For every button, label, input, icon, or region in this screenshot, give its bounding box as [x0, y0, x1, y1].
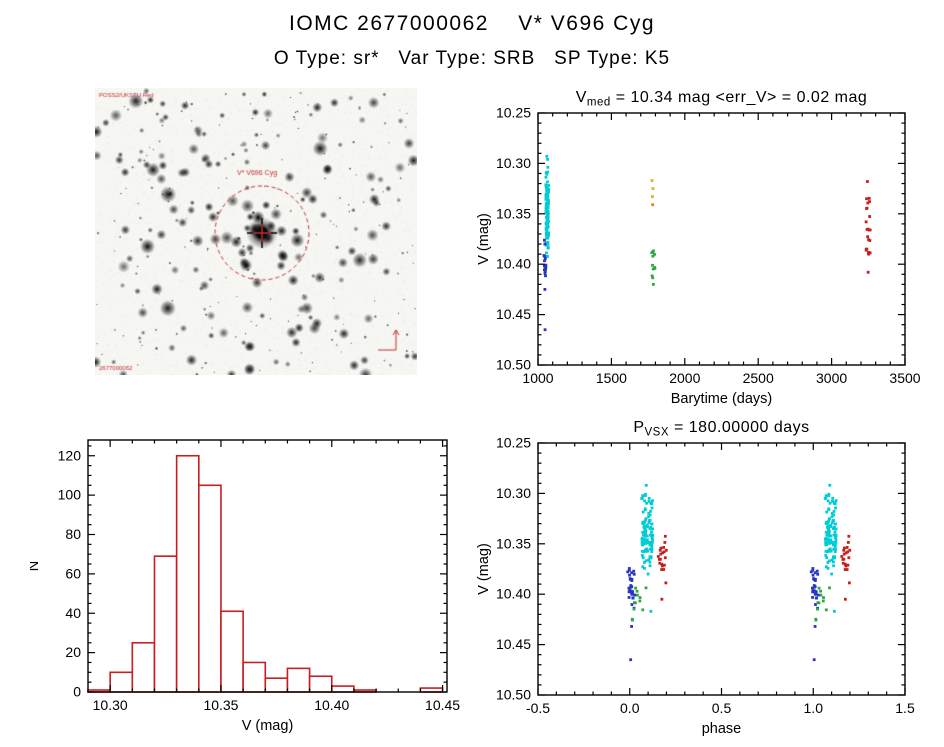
svg-text:10.40: 10.40: [314, 697, 349, 713]
svg-text:10.25: 10.25: [496, 105, 531, 121]
phase-plot: -0.5 0.0 0.5 1.0 1.5 10.25 10.30 10.35 10.40 10.4…: [476, 419, 915, 737]
svg-text:1500: 1500: [596, 370, 627, 386]
svg-text:10.35: 10.35: [203, 697, 238, 713]
svg-text:10.45: 10.45: [496, 306, 531, 322]
svg-text:-0.5: -0.5: [526, 700, 550, 716]
svg-text:10.30: 10.30: [93, 697, 128, 713]
svg-text:40: 40: [65, 605, 81, 621]
page-title: IOMC 2677000062 V* V696 Cyg: [288, 12, 656, 35]
svg-text:100: 100: [58, 487, 82, 503]
svg-text:0.0: 0.0: [620, 700, 640, 716]
svg-text:Vmed = 10.34 mag <err_V> = 0.0: Vmed = 10.34 mag <err_V> = 0.02 mag: [576, 89, 868, 109]
svg-text:0: 0: [73, 684, 81, 700]
svg-text:10.30: 10.30: [496, 155, 531, 171]
page-subtitle: O Type: sr* Var Type: SRB SP Type: K5: [273, 48, 671, 69]
svg-text:10.50: 10.50: [496, 687, 531, 703]
svg-text:V (mag): V (mag): [476, 213, 492, 265]
svg-text:20: 20: [65, 644, 81, 660]
svg-text:N: N: [30, 561, 42, 571]
lightcurve-plot: 1000 1500 2000 2500 3000 3500 10.25 10.30 10.35 1…: [476, 89, 921, 407]
svg-text:1.5: 1.5: [895, 700, 915, 716]
svg-text:10.25: 10.25: [496, 435, 531, 451]
svg-text:0.5: 0.5: [712, 700, 732, 716]
svg-text:2000: 2000: [669, 370, 700, 386]
svg-text:phase: phase: [702, 721, 742, 737]
svg-text:10.40: 10.40: [496, 256, 531, 272]
svg-text:1000: 1000: [522, 370, 553, 386]
svg-text:1.0: 1.0: [804, 700, 824, 716]
svg-text:2500: 2500: [743, 370, 774, 386]
svg-text:3000: 3000: [816, 370, 847, 386]
svg-text:10.45: 10.45: [425, 697, 460, 713]
finder-chart-image: [95, 88, 417, 375]
svg-text:80: 80: [65, 526, 81, 542]
svg-text:10.50: 10.50: [496, 357, 531, 373]
svg-text:10.35: 10.35: [496, 205, 531, 221]
svg-text:Barytime (days): Barytime (days): [671, 391, 773, 407]
svg-text:V (mag): V (mag): [242, 718, 294, 734]
svg-text:10.45: 10.45: [496, 636, 531, 652]
svg-text:V (mag): V (mag): [476, 543, 492, 595]
histogram-plot: 10.30 10.35 10.40 10.45 0 20 40 60 80 100 120 V (ma…: [30, 439, 460, 734]
svg-text:10.40: 10.40: [496, 586, 531, 602]
svg-text:10.35: 10.35: [496, 535, 531, 551]
svg-text:10.30: 10.30: [496, 485, 531, 501]
svg-text:60: 60: [65, 565, 81, 581]
svg-text:120: 120: [58, 447, 82, 463]
svg-text:3500: 3500: [889, 370, 920, 386]
svg-text:PVSX = 180.00000 days: PVSX = 180.00000 days: [633, 419, 809, 439]
